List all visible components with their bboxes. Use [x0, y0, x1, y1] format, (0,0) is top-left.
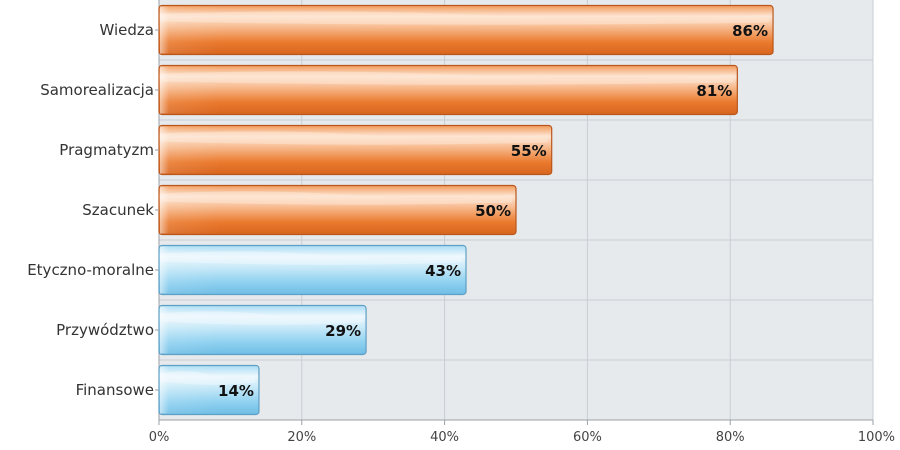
- category-label: Przywództwo: [56, 321, 154, 339]
- bar-group: 50%: [158, 184, 517, 236]
- category-label: Pragmatyzm: [59, 141, 154, 159]
- bar-group: 55%: [158, 124, 553, 176]
- x-tick-labels: 0% 20% 40% 60% 80% 100%: [149, 420, 895, 445]
- bar-highlight: [161, 131, 548, 145]
- bar-value-label: 81%: [696, 82, 732, 100]
- bar-sheen: [160, 186, 220, 234]
- bar-highlight: [161, 11, 770, 25]
- bar-sheen: [160, 246, 220, 294]
- bar-value-label: 55%: [511, 142, 547, 160]
- bars: 86% 81% 55% 50% 43% 29% 14%: [158, 4, 774, 416]
- bar-value-label: 86%: [732, 22, 768, 40]
- bar-sheen: [160, 366, 220, 414]
- category-label: Etyczno-moralne: [27, 261, 154, 279]
- category-label: Samorealizacja: [40, 81, 154, 99]
- bar-sheen: [160, 306, 220, 354]
- bar-group: 86%: [158, 4, 774, 56]
- category-label: Finansowe: [76, 381, 154, 399]
- x-tick-label: 80%: [716, 430, 745, 445]
- bar-group: 29%: [158, 304, 367, 356]
- x-tick-label: 40%: [430, 430, 459, 445]
- bar-group: 81%: [158, 64, 738, 116]
- x-tick-label: 20%: [287, 430, 316, 445]
- bar-value-label: 50%: [475, 202, 511, 220]
- category-label: Wiedza: [100, 21, 155, 39]
- bar-highlight: [161, 71, 734, 85]
- x-tick-label: 100%: [858, 430, 895, 445]
- x-tick-label: 0%: [149, 430, 170, 445]
- category-labels: Wiedza Samorealizacja Pragmatyzm Szacunek Et…: [27, 21, 159, 399]
- x-tick-label: 60%: [573, 430, 602, 445]
- bar-value-label: 14%: [218, 382, 254, 400]
- bar-sheen: [160, 66, 220, 114]
- bar-group: 14%: [158, 364, 260, 416]
- bar-value-label: 29%: [325, 322, 361, 340]
- bar-sheen: [160, 6, 220, 54]
- bar-sheen: [160, 126, 220, 174]
- category-label: Szacunek: [82, 201, 154, 219]
- bar-highlight: [161, 191, 512, 205]
- bar-value-label: 43%: [425, 262, 461, 280]
- bar-group: 43%: [158, 244, 467, 296]
- bar-highlight: [161, 251, 463, 265]
